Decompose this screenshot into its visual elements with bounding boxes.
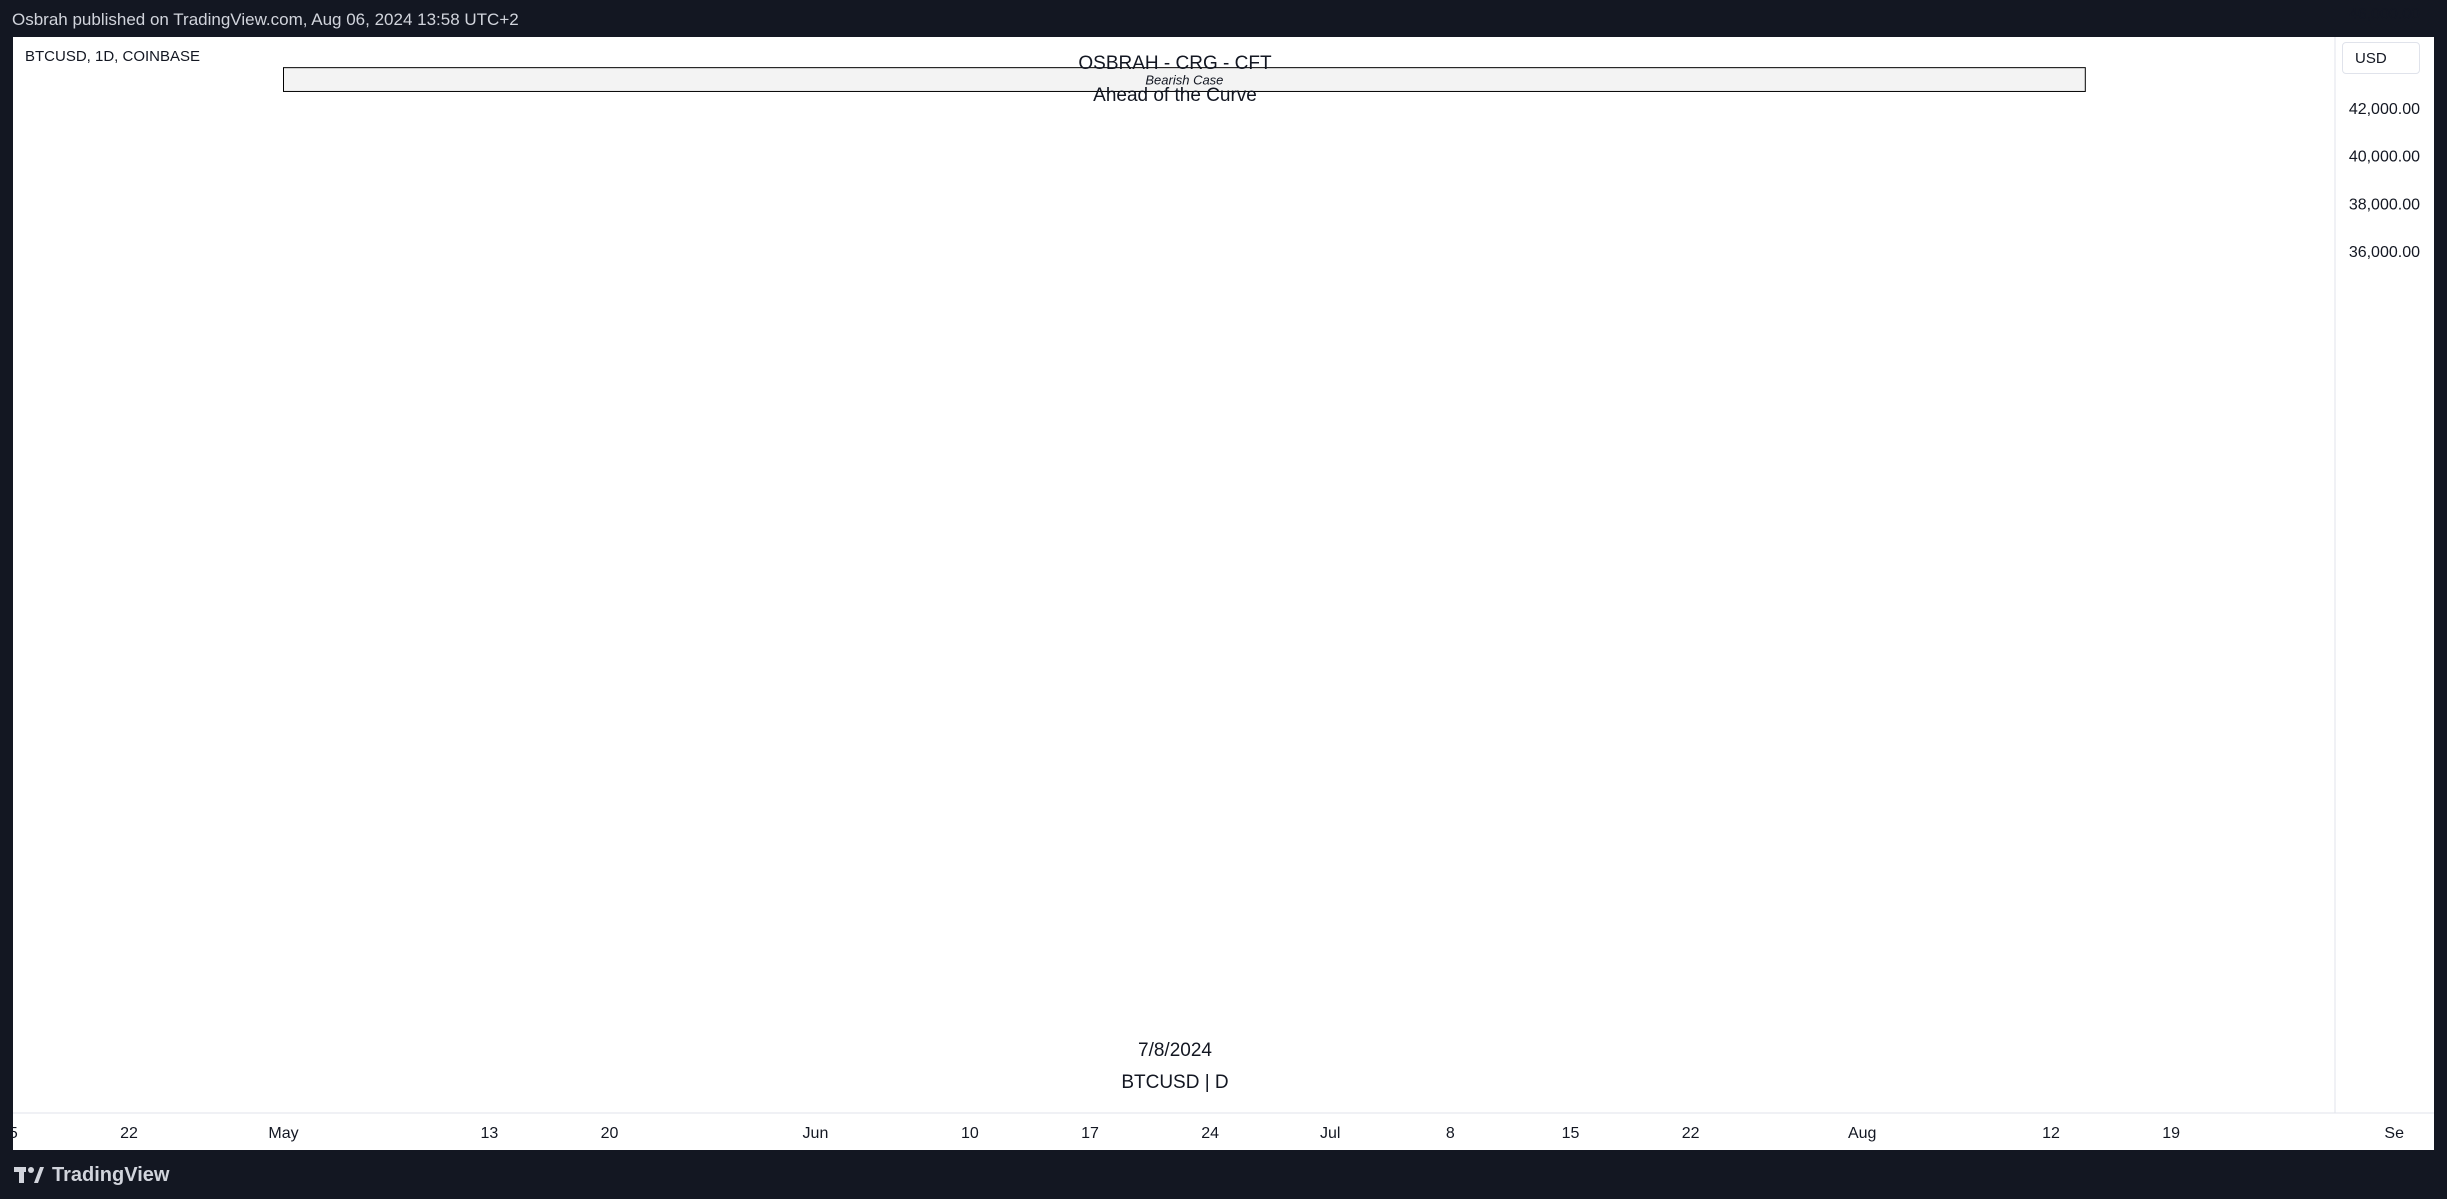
footer-bar: TradingView: [0, 1150, 2447, 1199]
tradingview-logo-icon: [14, 1167, 44, 1183]
time-tick-label: 24: [1201, 1125, 1219, 1142]
publisher-bar: Osbrah published on TradingView.com, Aug…: [0, 0, 2447, 37]
price-tick-label: 36,000.00: [2349, 244, 2420, 261]
time-tick-label: 8: [1446, 1125, 1455, 1142]
time-tick-label: 10: [961, 1125, 979, 1142]
price-tick-label: 46,000.00: [2349, 6, 2420, 23]
time-tick-label: 17: [1081, 1125, 1099, 1142]
time-tick-label: Aug: [1848, 1125, 1876, 1142]
time-tick-label: Jun: [803, 1125, 829, 1142]
time-tick-label: 13: [481, 1125, 499, 1142]
time-tick-label: 12: [2042, 1125, 2060, 1142]
symbol-info[interactable]: BTCUSD, 1D, COINBASE: [25, 48, 201, 65]
zone-bearish-case: [283, 67, 2086, 92]
time-tick-label: 22: [120, 1125, 138, 1142]
currency-selector[interactable]: USD: [2342, 42, 2420, 74]
publisher-text: Osbrah published on TradingView.com, Aug…: [12, 10, 519, 29]
time-tick-label: 22: [1682, 1125, 1700, 1142]
time-tick-label: May: [268, 1125, 298, 1142]
time-tick-label: 19: [2162, 1125, 2180, 1142]
frame-left: [0, 37, 13, 1150]
frame-right: [2434, 37, 2447, 1150]
time-tick-label: 20: [601, 1125, 619, 1142]
watermark-symbol: BTCUSD | D: [1121, 1072, 1229, 1093]
plot-background: [13, 37, 2434, 1150]
zone-label-bearish-case: Bearish Case: [1145, 73, 1223, 88]
time-tick-label: Se: [2384, 1125, 2404, 1142]
chart-title: OSBRAH - CRG - CFT: [1078, 53, 1272, 74]
chart-subtitle: Ahead of the Curve: [1093, 85, 1257, 106]
price-tick-label: 38,000.00: [2349, 196, 2420, 213]
brand-label: TradingView: [52, 1163, 170, 1186]
price-tick-label: 42,000.00: [2349, 101, 2420, 118]
time-tick-label: Jul: [1320, 1125, 1340, 1142]
tradingview-brand[interactable]: TradingView: [14, 1162, 169, 1188]
watermark-date: 7/8/2024: [1138, 1040, 1212, 1061]
price-tick-label: 40,000.00: [2349, 149, 2420, 166]
time-tick-label: 15: [1562, 1125, 1580, 1142]
